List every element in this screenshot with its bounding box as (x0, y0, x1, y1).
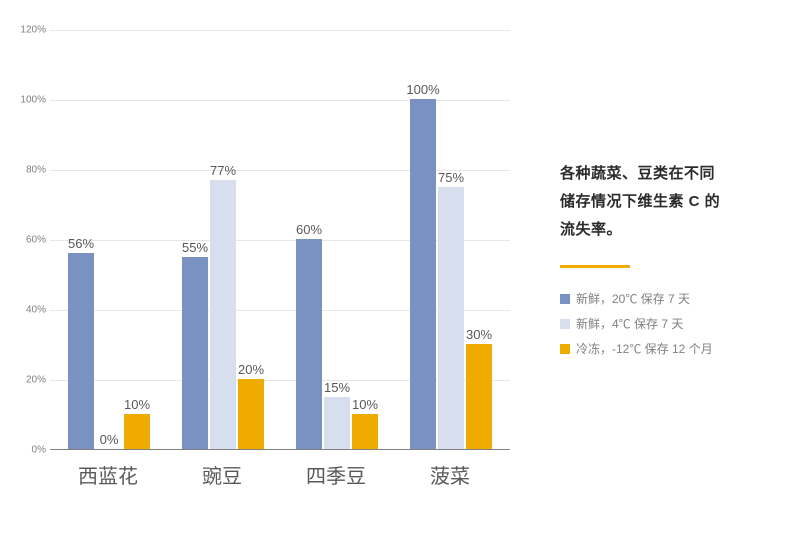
legend-label: 新鲜，20℃ 保存 7 天 (576, 290, 690, 307)
legend-swatch (560, 344, 570, 354)
y-tick-label: 0% (14, 445, 46, 456)
legend-label: 冷冻，-12℃ 保存 12 个月 (576, 340, 713, 357)
bar (410, 99, 436, 449)
bar (438, 187, 464, 450)
y-tick-label: 80% (14, 165, 46, 176)
title-line: 各种蔬菜、豆类在不同 (560, 165, 715, 182)
chart-area: 56%0%10%55%77%20%60%15%10%100%75%30% 西蓝花… (0, 0, 530, 500)
bar-value-label: 30% (457, 327, 501, 342)
legend-swatch (560, 319, 570, 329)
bar-group: 56%0%10% (68, 30, 168, 449)
x-category-label: 菠菜 (400, 460, 500, 489)
y-tick-label: 120% (14, 25, 46, 36)
bar-value-label: 10% (115, 397, 159, 412)
bar (68, 253, 94, 449)
bar-value-label: 20% (229, 362, 273, 377)
bar-group: 55%77%20% (182, 30, 282, 449)
title-line: 储存情况下维生素 C 的 (560, 193, 720, 210)
bar (182, 257, 208, 450)
bar (238, 379, 264, 449)
bar (210, 180, 236, 450)
bar (296, 239, 322, 449)
y-tick-label: 20% (14, 375, 46, 386)
bar-value-label: 75% (429, 170, 473, 185)
legend-label: 新鲜，4℃ 保存 7 天 (576, 315, 683, 332)
x-category-label: 四季豆 (286, 460, 386, 489)
legend-swatch (560, 294, 570, 304)
bar-value-label: 10% (343, 397, 387, 412)
y-tick-label: 60% (14, 235, 46, 246)
bar-group: 60%15%10% (296, 30, 396, 449)
y-tick-label: 40% (14, 305, 46, 316)
x-category-label: 西蓝花 (58, 460, 158, 489)
bar-value-label: 15% (315, 380, 359, 395)
bar-group: 100%75%30% (410, 30, 510, 449)
legend-item: 冷冻，-12℃ 保存 12 个月 (560, 340, 770, 357)
x-category-label: 豌豆 (172, 460, 272, 489)
sidebar: 各种蔬菜、豆类在不同 储存情况下维生素 C 的 流失率。 新鲜，20℃ 保存 7… (560, 160, 770, 365)
divider (560, 265, 630, 268)
legend: 新鲜，20℃ 保存 7 天新鲜，4℃ 保存 7 天冷冻，-12℃ 保存 12 个… (560, 290, 770, 357)
y-tick-label: 100% (14, 95, 46, 106)
chart-title: 各种蔬菜、豆类在不同 储存情况下维生素 C 的 流失率。 (560, 160, 770, 243)
title-line: 流失率。 (560, 221, 622, 238)
bar (466, 344, 492, 449)
bar-value-label: 60% (287, 222, 331, 237)
bar (124, 414, 150, 449)
bar-value-label: 56% (59, 236, 103, 251)
plot-region: 56%0%10%55%77%20%60%15%10%100%75%30% (50, 30, 510, 450)
legend-item: 新鲜，20℃ 保存 7 天 (560, 290, 770, 307)
legend-item: 新鲜，4℃ 保存 7 天 (560, 315, 770, 332)
bar (352, 414, 378, 449)
bar-value-label: 77% (201, 163, 245, 178)
bar-value-label: 100% (401, 82, 445, 97)
